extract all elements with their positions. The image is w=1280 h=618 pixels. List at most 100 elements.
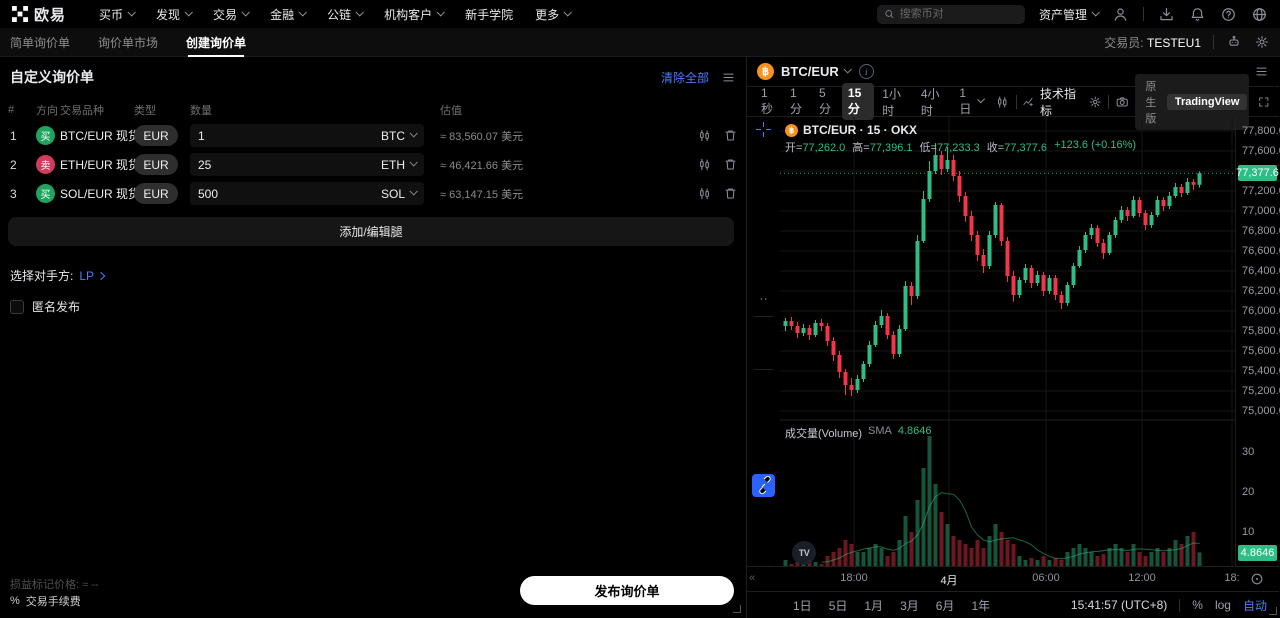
user-icon[interactable] <box>1112 6 1129 23</box>
auto-scale-button[interactable]: 自动 <box>1242 598 1267 613</box>
instrument-selector[interactable]: ETH/EUR 现货 <box>60 156 151 173</box>
download-app-icon[interactable] <box>1158 6 1175 23</box>
okx-logo-icon <box>12 6 28 22</box>
interval-1h[interactable]: 1小时 <box>882 86 901 118</box>
range-3mo[interactable]: 3月 <box>900 598 919 613</box>
add-edit-legs-button[interactable]: 添加/编辑腿 <box>8 217 734 246</box>
trendline-tool[interactable] <box>754 144 773 163</box>
nav-item-academy[interactable]: 新手学院 <box>465 7 514 22</box>
amount-input[interactable] <box>198 186 381 201</box>
drawing-edit-tool[interactable] <box>754 403 773 422</box>
nav-item-institutional[interactable]: 机构客户 <box>384 6 446 23</box>
anonymous-checkbox[interactable] <box>10 299 24 314</box>
interval-15m-active[interactable]: 15分 <box>841 83 875 120</box>
search-box[interactable] <box>876 4 1025 24</box>
zoom-in-tool[interactable] <box>754 347 773 366</box>
tab-rfq-market[interactable]: 询价单市场 <box>98 35 159 50</box>
notifications-bell-icon[interactable] <box>1189 6 1206 23</box>
brush-tool[interactable] <box>754 244 773 263</box>
measure-ruler-tool[interactable] <box>754 323 773 342</box>
interval-4h[interactable]: 4小时 <box>920 86 940 118</box>
hide-drawings-eye-tool[interactable] <box>754 451 773 470</box>
delete-trash-icon[interactable] <box>723 186 738 201</box>
symbol-dropdown-chevron[interactable] <box>843 65 852 74</box>
okx-logo[interactable]: 欧易 <box>12 4 66 25</box>
amount-field[interactable]: SOL <box>190 182 424 205</box>
nav-item-chain[interactable]: 公链 <box>327 6 365 23</box>
range-6mo[interactable]: 6月 <box>935 598 955 613</box>
interval-5m[interactable]: 5分 <box>818 86 831 116</box>
indicators-button[interactable]: 技术指标 <box>1022 85 1077 119</box>
chart-menu-icon[interactable] <box>1254 64 1269 79</box>
amount-input[interactable] <box>198 157 381 172</box>
currency-pill[interactable]: EUR <box>134 183 178 204</box>
amount-field[interactable]: ETH <box>190 153 424 176</box>
range-5d[interactable]: 5日 <box>828 598 848 613</box>
bot-icon[interactable] <box>1226 34 1242 50</box>
range-1y[interactable]: 1年 <box>971 598 991 613</box>
percent-scale-button[interactable]: % <box>1192 598 1203 612</box>
nav-item-more[interactable]: 更多 <box>535 6 573 23</box>
instrument-selector[interactable]: SOL/EUR 现货 <box>60 185 151 202</box>
emoji-tool[interactable] <box>754 291 773 310</box>
unit-select[interactable]: ETH <box>381 158 418 172</box>
tab-simple-rfq[interactable]: 简单询价单 <box>10 35 71 50</box>
chart-icon[interactable] <box>697 157 712 172</box>
chart-symbol[interactable]: BTC/EUR <box>781 64 839 79</box>
time-axis[interactable]: « 18:00 4月 06:00 12:00 18: <box>747 566 1279 591</box>
long-short-position-tool[interactable] <box>754 220 773 239</box>
search-input[interactable] <box>899 8 1018 20</box>
unit-select[interactable]: BTC <box>381 129 418 143</box>
delete-trash-icon[interactable] <box>723 157 738 172</box>
load-more-arrow[interactable]: « <box>749 572 756 584</box>
tab-create-rfq[interactable]: 创建询价单 <box>186 28 246 57</box>
crosshair-tool[interactable] <box>754 120 773 139</box>
native-version-button[interactable]: 原生版 <box>1145 80 1157 125</box>
language-globe-icon[interactable] <box>1251 6 1268 23</box>
panel-menu-icon[interactable] <box>721 70 736 85</box>
interval-1s[interactable]: 1秒 <box>761 86 774 116</box>
price-axis[interactable]: 77,800.0 77,600.0 77,200.0 77,000.0 76,800.0… <box>1235 117 1280 566</box>
candle-style-icon[interactable] <box>995 93 1009 111</box>
lock-drawings-tool[interactable] <box>754 427 773 446</box>
magnet-tool[interactable] <box>754 379 773 398</box>
help-icon[interactable] <box>1220 6 1237 23</box>
counterparty-link[interactable]: LP <box>79 269 106 283</box>
text-tool[interactable] <box>754 268 773 287</box>
chart-icon[interactable] <box>697 128 712 143</box>
snapshot-camera-icon[interactable] <box>1115 93 1129 111</box>
settings-gear-icon[interactable] <box>1254 34 1270 50</box>
currency-pill[interactable]: EUR <box>134 125 178 146</box>
info-icon[interactable]: i <box>858 64 874 79</box>
delete-trash-icon[interactable] <box>723 128 738 143</box>
publish-rfq-button[interactable]: 发布询价单 <box>520 576 734 605</box>
chart-icon[interactable] <box>697 186 712 201</box>
nav-item-finance[interactable]: 金融 <box>270 6 308 23</box>
range-1d[interactable]: 1日 <box>793 598 812 613</box>
clear-all-link[interactable]: 清除全部 <box>660 70 709 85</box>
panel-resize-handle[interactable] <box>733 605 741 613</box>
interval-1m[interactable]: 1分 <box>789 86 802 116</box>
amount-field[interactable]: BTC <box>190 124 424 147</box>
nav-item-discover[interactable]: 发现 <box>156 6 193 23</box>
sync-link-tool-selected[interactable] <box>752 474 775 497</box>
interval-dropdown[interactable]: 1日 <box>953 83 989 120</box>
xabcd-pattern-tool[interactable] <box>754 195 773 214</box>
candlestick-chart[interactable] <box>780 117 1235 566</box>
fib-retracement-tool[interactable] <box>754 169 773 188</box>
range-1mo[interactable]: 1月 <box>864 598 884 613</box>
nav-item-trade[interactable]: 交易 <box>213 6 251 23</box>
fullscreen-expand-icon[interactable] <box>1257 94 1271 110</box>
unit-select[interactable]: SOL <box>381 187 418 201</box>
instrument-selector[interactable]: BTC/EUR 现货 <box>60 127 151 144</box>
chart-settings-gear-icon[interactable] <box>1088 93 1102 111</box>
currency-pill[interactable]: EUR <box>134 154 178 175</box>
reset-view-icon[interactable] <box>1249 571 1265 587</box>
nav-item-buy[interactable]: 买币 <box>99 6 136 23</box>
asset-management-menu[interactable]: 资产管理 <box>1039 6 1100 23</box>
page-resize-handle[interactable] <box>1269 607 1277 615</box>
log-scale-button[interactable]: log <box>1214 598 1231 612</box>
remove-drawings-trash-tool[interactable] <box>754 507 773 526</box>
tradingview-button[interactable]: TradingView <box>1166 93 1248 110</box>
amount-input[interactable] <box>198 128 381 143</box>
